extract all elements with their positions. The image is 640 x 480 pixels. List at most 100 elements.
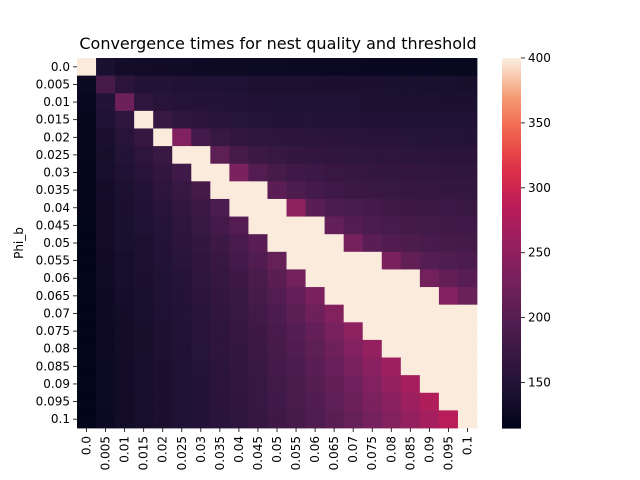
heatmap-cell bbox=[115, 216, 135, 235]
colorbar-segment bbox=[502, 323, 521, 327]
heatmap-cell bbox=[210, 251, 230, 270]
colorbar-segment bbox=[502, 280, 521, 284]
heatmap-cell bbox=[324, 110, 345, 129]
heatmap-cell bbox=[324, 128, 345, 147]
heatmap-cell bbox=[115, 322, 135, 341]
colorbar-segment bbox=[502, 378, 521, 383]
heatmap-cell bbox=[77, 181, 97, 200]
colorbar-segment bbox=[502, 178, 521, 182]
heatmap-cell bbox=[438, 181, 459, 200]
heatmap-cell bbox=[96, 410, 116, 429]
colorbar-segment bbox=[502, 82, 521, 87]
heatmap-cell bbox=[362, 216, 383, 235]
heatmap-cell bbox=[229, 392, 249, 411]
colorbar-segment bbox=[502, 193, 521, 198]
heatmap-cell bbox=[96, 75, 116, 94]
y-tick-label: 0.055 bbox=[36, 254, 70, 268]
heatmap-cell bbox=[191, 392, 211, 411]
heatmap-cell bbox=[96, 375, 116, 394]
heatmap-cell bbox=[115, 93, 135, 112]
heatmap-cell bbox=[305, 322, 326, 341]
heatmap-cell bbox=[153, 322, 173, 341]
heatmap-cell bbox=[400, 357, 421, 376]
heatmap-cell bbox=[267, 163, 287, 182]
colorbar-segment bbox=[502, 369, 521, 374]
heatmap-cell bbox=[457, 269, 478, 288]
heatmap-cell bbox=[210, 287, 230, 306]
heatmap-cell bbox=[134, 58, 154, 77]
heatmap-cell bbox=[419, 163, 440, 182]
heatmap-cell bbox=[115, 375, 135, 394]
heatmap-cell bbox=[229, 198, 249, 217]
heatmap-cell bbox=[115, 339, 135, 358]
y-tick-label: 0.0 bbox=[51, 60, 70, 74]
heatmap-cell bbox=[248, 110, 268, 129]
heatmap-cell bbox=[381, 251, 402, 270]
heatmap-cell bbox=[305, 251, 326, 270]
heatmap-cell bbox=[248, 163, 268, 182]
heatmap-cell bbox=[191, 181, 211, 200]
heatmap-cell bbox=[419, 375, 440, 394]
heatmap-cell bbox=[153, 93, 173, 112]
heatmap-cell bbox=[115, 234, 135, 253]
colorbar-segment bbox=[502, 236, 521, 241]
heatmap-cell bbox=[305, 110, 326, 129]
heatmap-cell bbox=[153, 216, 173, 235]
heatmap-cell bbox=[210, 339, 230, 358]
heatmap-cell bbox=[115, 357, 135, 376]
colorbar-segment bbox=[502, 424, 521, 429]
heatmap-cell bbox=[400, 163, 421, 182]
colorbar-segment bbox=[502, 255, 521, 260]
colorbar-segment bbox=[502, 243, 521, 247]
colorbar-segment bbox=[502, 375, 521, 380]
heatmap-cell bbox=[267, 322, 287, 341]
heatmap-cell bbox=[457, 146, 478, 165]
heatmap-cell bbox=[362, 93, 383, 112]
colorbar-segment bbox=[502, 400, 521, 404]
colorbar-segment bbox=[502, 273, 521, 278]
heatmap-cell bbox=[419, 357, 440, 376]
colorbar-segment bbox=[502, 169, 521, 173]
colorbar-segment bbox=[502, 95, 521, 99]
heatmap-cell bbox=[457, 198, 478, 217]
heatmap-cell bbox=[229, 410, 249, 429]
heatmap-cell bbox=[381, 234, 402, 253]
heatmap-cell bbox=[438, 392, 459, 411]
heatmap-cell bbox=[248, 234, 268, 253]
heatmap-cell bbox=[381, 339, 402, 358]
heatmap-cell bbox=[248, 146, 268, 165]
chart-title: Convergence times for nest quality and t… bbox=[79, 34, 476, 53]
heatmap-cell bbox=[267, 128, 287, 147]
colorbar-segment bbox=[502, 347, 521, 352]
heatmap-cell bbox=[438, 58, 459, 77]
heatmap-cell bbox=[267, 110, 287, 129]
heatmap-cell bbox=[343, 181, 364, 200]
heatmap-cell bbox=[267, 339, 287, 358]
heatmap-cell bbox=[400, 93, 421, 112]
heatmap-cell bbox=[248, 251, 268, 270]
y-tick-label: 0.025 bbox=[36, 148, 70, 162]
heatmap-cell bbox=[210, 234, 230, 253]
heatmap-cell bbox=[267, 198, 287, 217]
heatmap-cell bbox=[267, 234, 287, 253]
heatmap-cell bbox=[324, 269, 345, 288]
colorbar-segment bbox=[502, 283, 521, 287]
heatmap-cell bbox=[419, 75, 440, 94]
heatmap-cell bbox=[457, 163, 478, 182]
heatmap-cell bbox=[419, 93, 440, 112]
colorbar-segment bbox=[502, 246, 521, 250]
colorbar-segment bbox=[502, 64, 521, 68]
heatmap-cell bbox=[267, 287, 287, 306]
heatmap-cell bbox=[77, 75, 97, 94]
heatmap-cell bbox=[77, 287, 97, 306]
heatmap-cell bbox=[438, 339, 459, 358]
colorbar-segment bbox=[502, 289, 521, 293]
heatmap-cell bbox=[172, 163, 192, 182]
heatmap-cell bbox=[286, 93, 306, 112]
heatmap-cell bbox=[96, 58, 116, 77]
colorbar-segment bbox=[502, 313, 521, 318]
heatmap-cell bbox=[400, 216, 421, 235]
heatmap-cell bbox=[381, 216, 402, 235]
heatmap-cell bbox=[305, 216, 326, 235]
colorbar-segment bbox=[502, 270, 521, 275]
